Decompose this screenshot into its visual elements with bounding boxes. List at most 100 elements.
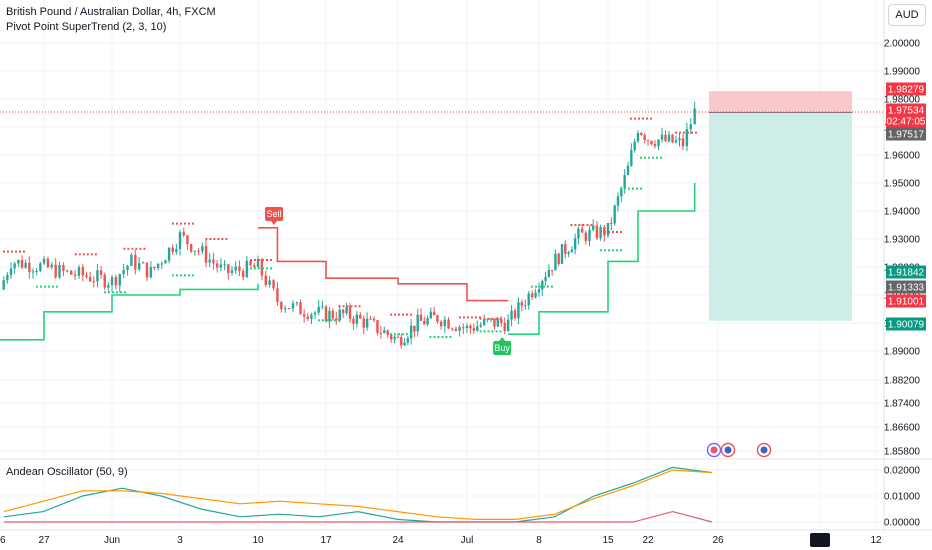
candle-body (341, 309, 345, 314)
candle-body (212, 259, 215, 264)
candle-body (383, 330, 386, 334)
candle-body (54, 264, 57, 278)
candle (365, 312, 369, 331)
candle-body (306, 316, 309, 320)
candle-body (506, 319, 510, 332)
candle (54, 258, 57, 280)
candle (592, 219, 595, 232)
candle-body (35, 270, 38, 272)
candle-body (171, 247, 174, 252)
candle-body (520, 302, 524, 306)
time-axis-tick: 16 (0, 535, 6, 546)
candle (227, 263, 230, 280)
price-label-bg (886, 103, 926, 117)
candle-body (73, 274, 77, 276)
candle (134, 249, 137, 275)
candle-body (77, 267, 81, 276)
candle-body (13, 263, 16, 269)
candle (678, 133, 681, 147)
candle (503, 317, 506, 335)
candle (110, 275, 114, 292)
candle-body (657, 139, 660, 147)
supertrend-line-up (508, 183, 696, 335)
candle (331, 308, 335, 321)
candle (175, 243, 178, 256)
candle-body (451, 328, 454, 330)
price-label-bg (886, 127, 926, 141)
candle (550, 270, 554, 276)
event-dot (760, 446, 768, 454)
candle-body (493, 318, 496, 327)
candle (81, 264, 85, 282)
price-axis-tick: 1.96000 (884, 151, 921, 162)
candle (77, 264, 81, 279)
event-dot (710, 446, 718, 454)
candle-body (554, 253, 557, 271)
candle (167, 247, 171, 264)
candle-body (88, 276, 92, 282)
candle (500, 316, 503, 327)
candle (215, 260, 219, 273)
oscillator-title: Andean Oscillator (50, 9) (6, 466, 128, 478)
candle (429, 307, 433, 320)
candle (646, 139, 650, 146)
candle (462, 323, 465, 335)
candle-body (164, 260, 167, 264)
candle-body (465, 325, 469, 328)
candle-body (432, 311, 436, 316)
candle (122, 263, 125, 279)
candle (204, 239, 208, 268)
candle (348, 302, 352, 323)
candle-body (260, 259, 264, 276)
candle-body (403, 342, 406, 346)
signal-label-bg (265, 207, 283, 221)
candle-body (500, 319, 503, 324)
candle (42, 255, 46, 266)
candle-body (369, 318, 372, 320)
candle (280, 300, 283, 313)
candle (114, 274, 118, 290)
candles (2, 101, 696, 349)
candle-body (454, 328, 458, 331)
time-axis-tick: 8 (536, 535, 542, 546)
candle-body (227, 264, 230, 273)
price-label-target: 1.90079 (886, 317, 926, 331)
candle-body (160, 263, 163, 265)
candle (476, 320, 479, 332)
candle (92, 275, 95, 288)
candle-body (291, 303, 295, 309)
candle (664, 130, 667, 143)
candle (613, 204, 616, 226)
stop-loss-zone (709, 91, 852, 113)
candle (313, 311, 317, 319)
take-profit-zone (709, 112, 852, 321)
candle (564, 240, 567, 259)
candle-body (310, 314, 313, 320)
price-axis-tick: 1.93000 (884, 235, 921, 246)
candle (530, 290, 534, 300)
candle (640, 131, 643, 137)
osc-series-bull (3, 466, 713, 523)
signal-sell: Sell (265, 207, 283, 225)
price-axis-tick: 1.87400 (884, 399, 921, 410)
time-axis-tick: 27 (38, 535, 50, 546)
candle (469, 323, 472, 334)
candle (580, 223, 584, 233)
candle (409, 319, 413, 345)
candle-body (182, 232, 185, 236)
candle-body (249, 260, 252, 266)
candle-body (423, 320, 426, 325)
candle-body (234, 266, 237, 271)
candle (118, 273, 121, 293)
candle-body (362, 318, 365, 328)
candle-body (534, 292, 537, 298)
candle (413, 325, 416, 338)
candle (671, 134, 674, 144)
candle (335, 311, 338, 325)
price-label-text: 1.91333 (888, 283, 925, 294)
signal-pointer (271, 221, 277, 225)
currency-button[interactable]: AUD (888, 4, 926, 26)
candle-body (28, 262, 31, 273)
candle (527, 291, 530, 310)
